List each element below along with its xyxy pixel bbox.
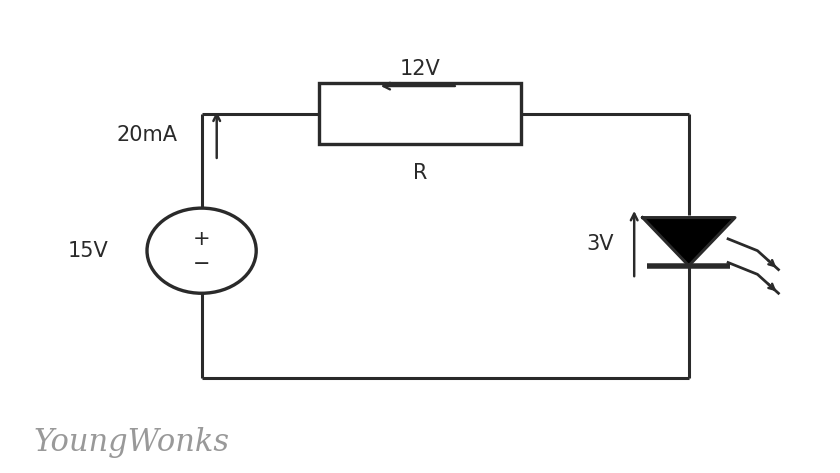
Bar	[319, 83, 521, 144]
Text: 12V: 12V	[400, 59, 440, 79]
Text: 3V: 3V	[587, 234, 614, 254]
Text: R: R	[412, 163, 428, 183]
Text: 15V: 15V	[68, 241, 108, 261]
Text: YoungWonks: YoungWonks	[34, 427, 229, 458]
Text: −: −	[193, 254, 210, 274]
Polygon shape	[643, 218, 735, 266]
Text: 20mA: 20mA	[117, 125, 177, 145]
Text: +: +	[193, 229, 210, 249]
